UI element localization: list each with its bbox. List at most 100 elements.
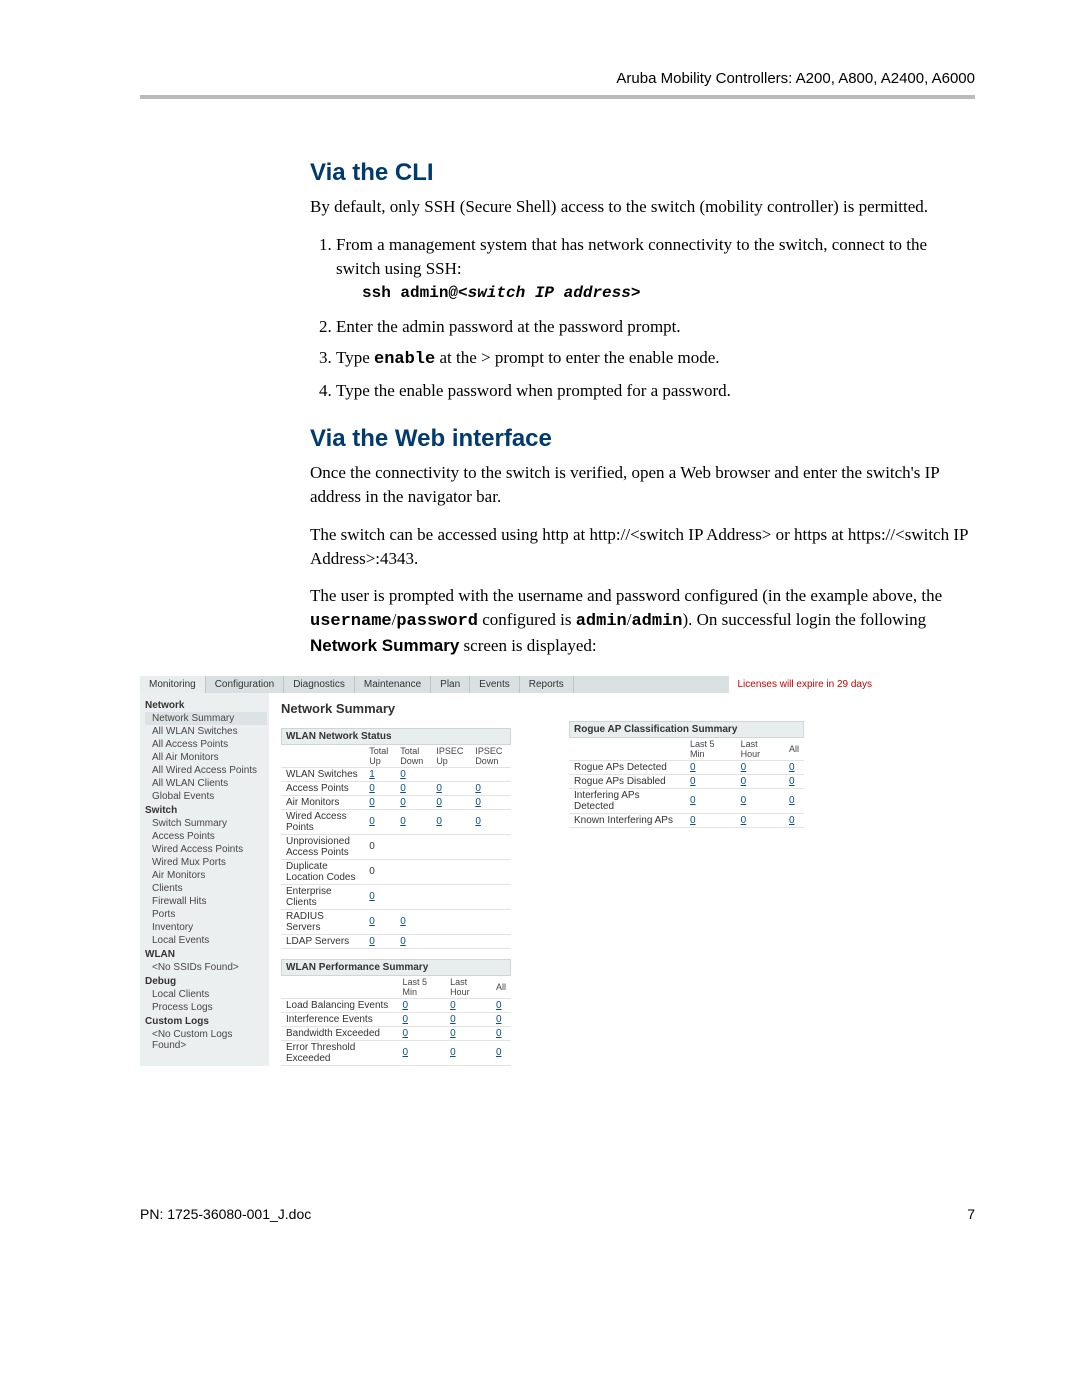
value-link[interactable]: 0 <box>690 795 696 806</box>
cli-step-4: Type the enable password when prompted f… <box>336 379 975 404</box>
perf-summary-table: WLAN Performance Summary Last 5 MinLast … <box>281 959 511 1066</box>
value-link[interactable]: 0 <box>475 797 481 808</box>
value-link[interactable]: 0 <box>369 797 375 808</box>
web-p3: The user is prompted with the username a… <box>310 584 975 657</box>
value-link[interactable]: 0 <box>496 1047 502 1058</box>
sidebar-item[interactable]: All WLAN Clients <box>145 777 267 790</box>
value-link[interactable]: 0 <box>402 1028 408 1039</box>
value-link[interactable]: 0 <box>450 1047 456 1058</box>
value-link[interactable]: 0 <box>450 1028 456 1039</box>
value-link[interactable]: 0 <box>450 1014 456 1025</box>
value-link[interactable]: 0 <box>369 816 375 827</box>
cli-step-1: From a management system that has networ… <box>336 233 975 305</box>
value-link[interactable]: 0 <box>402 1047 408 1058</box>
value-link[interactable]: 0 <box>400 769 406 780</box>
network-summary-screenshot: MonitoringConfigurationDiagnosticsMainte… <box>140 676 880 1066</box>
sidebar-item[interactable]: All Access Points <box>145 738 267 751</box>
part-number: PN: 1725-36080-001_J.doc <box>140 1206 311 1222</box>
value-link[interactable]: 0 <box>436 783 442 794</box>
value-link[interactable]: 0 <box>369 936 375 947</box>
sidebar-item[interactable]: Ports <box>145 908 267 921</box>
license-warning: Licenses will expire in 29 days <box>729 676 880 693</box>
cli-intro: By default, only SSH (Secure Shell) acce… <box>310 195 975 219</box>
cli-steps: From a management system that has networ… <box>310 233 975 403</box>
sidebar-item[interactable]: Local Events <box>145 934 267 947</box>
cli-step-3: Type enable at the > prompt to enter the… <box>336 346 975 373</box>
tab-configuration[interactable]: Configuration <box>206 676 284 693</box>
section-heading-cli: Via the CLI <box>310 159 975 187</box>
sidebar: NetworkNetwork SummaryAll WLAN SwitchesA… <box>140 693 269 1066</box>
sidebar-item[interactable]: All WLAN Switches <box>145 725 267 738</box>
value-link[interactable]: 0 <box>369 783 375 794</box>
sidebar-group: Switch <box>145 805 267 816</box>
sidebar-item[interactable]: Process Logs <box>145 1001 267 1014</box>
value-link[interactable]: 0 <box>741 795 747 806</box>
value-link[interactable]: 0 <box>789 776 795 787</box>
sidebar-item[interactable]: All Air Monitors <box>145 751 267 764</box>
page-header: Aruba Mobility Controllers: A200, A800, … <box>140 70 975 99</box>
tab-events[interactable]: Events <box>470 676 520 693</box>
sidebar-item[interactable]: All Wired Access Points <box>145 764 267 777</box>
value-link[interactable]: 0 <box>475 816 481 827</box>
tab-monitoring[interactable]: Monitoring <box>140 676 206 693</box>
web-p2: The switch can be accessed using http at… <box>310 523 975 571</box>
tab-maintenance[interactable]: Maintenance <box>355 676 431 693</box>
sidebar-item[interactable]: Firewall Hits <box>145 895 267 908</box>
sidebar-item[interactable]: Global Events <box>145 790 267 803</box>
sidebar-item[interactable]: Network Summary <box>145 712 267 725</box>
sidebar-item[interactable]: Clients <box>145 882 267 895</box>
value-link[interactable]: 0 <box>475 783 481 794</box>
sidebar-item[interactable]: <No Custom Logs Found> <box>145 1028 267 1052</box>
value-link[interactable]: 0 <box>400 816 406 827</box>
value-link[interactable]: 0 <box>400 783 406 794</box>
value-link[interactable]: 0 <box>690 815 696 826</box>
sidebar-item[interactable]: Wired Access Points <box>145 843 267 856</box>
value-link[interactable]: 0 <box>496 1000 502 1011</box>
value-link[interactable]: 0 <box>741 762 747 773</box>
value-link[interactable]: 0 <box>436 797 442 808</box>
value-link[interactable]: 0 <box>690 776 696 787</box>
value-link[interactable]: 0 <box>789 795 795 806</box>
value-link[interactable]: 0 <box>436 816 442 827</box>
content-area: Network Summary WLAN Network Status Tota… <box>269 693 880 1066</box>
sidebar-item[interactable]: <No SSIDs Found> <box>145 961 267 974</box>
sidebar-item[interactable]: Wired Mux Ports <box>145 856 267 869</box>
sidebar-item[interactable]: Inventory <box>145 921 267 934</box>
sidebar-item[interactable]: Switch Summary <box>145 817 267 830</box>
sidebar-group: Custom Logs <box>145 1016 267 1027</box>
cli-step-2: Enter the admin password at the password… <box>336 315 975 340</box>
content-title: Network Summary <box>281 701 880 716</box>
web-p1: Once the connectivity to the switch is v… <box>310 461 975 509</box>
value-link[interactable]: 0 <box>400 797 406 808</box>
sidebar-group: WLAN <box>145 949 267 960</box>
tab-diagnostics[interactable]: Diagnostics <box>284 676 355 693</box>
sidebar-group: Debug <box>145 976 267 987</box>
sidebar-item[interactable]: Air Monitors <box>145 869 267 882</box>
section-heading-web: Via the Web interface <box>310 425 975 453</box>
value-link[interactable]: 1 <box>369 769 375 780</box>
value-link[interactable]: 0 <box>450 1000 456 1011</box>
rogue-ap-table: Rogue AP Classification Summary Last 5 M… <box>569 721 804 828</box>
wlan-status-table: WLAN Network Status Total UpTotal DownIP… <box>281 728 511 949</box>
value-link[interactable]: 0 <box>400 916 406 927</box>
value-link[interactable]: 0 <box>789 762 795 773</box>
value-link[interactable]: 0 <box>369 891 375 902</box>
tab-plan[interactable]: Plan <box>431 676 470 693</box>
page-footer: PN: 1725-36080-001_J.doc 7 <box>140 1206 975 1222</box>
page-number: 7 <box>967 1206 975 1222</box>
value-link[interactable]: 0 <box>402 1000 408 1011</box>
value-link[interactable]: 0 <box>789 815 795 826</box>
sidebar-item[interactable]: Local Clients <box>145 988 267 1001</box>
value-link[interactable]: 0 <box>496 1028 502 1039</box>
tab-bar: MonitoringConfigurationDiagnosticsMainte… <box>140 676 880 693</box>
ssh-command: ssh admin@<switch IP address> <box>362 282 975 305</box>
value-link[interactable]: 0 <box>400 936 406 947</box>
sidebar-item[interactable]: Access Points <box>145 830 267 843</box>
value-link[interactable]: 0 <box>741 815 747 826</box>
value-link[interactable]: 0 <box>402 1014 408 1025</box>
value-link[interactable]: 0 <box>369 916 375 927</box>
tab-reports[interactable]: Reports <box>520 676 574 693</box>
value-link[interactable]: 0 <box>690 762 696 773</box>
value-link[interactable]: 0 <box>741 776 747 787</box>
value-link[interactable]: 0 <box>496 1014 502 1025</box>
